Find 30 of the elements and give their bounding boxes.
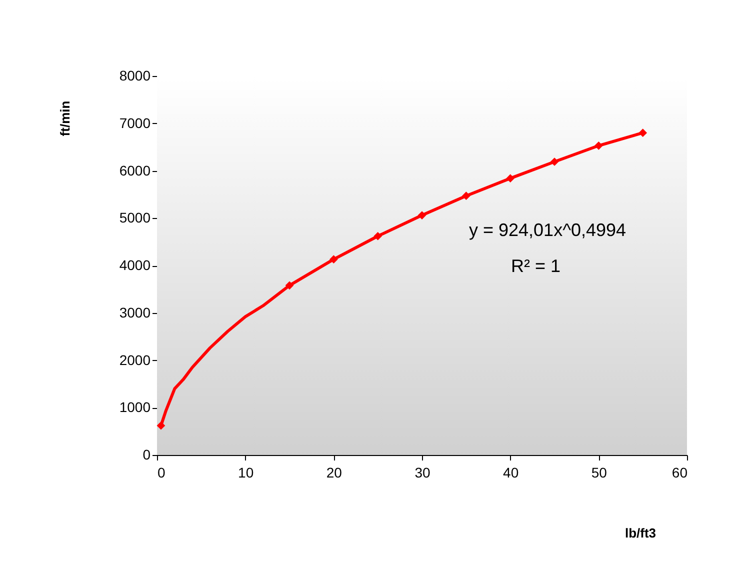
point — [638, 128, 648, 138]
x-tick-label: 50 — [591, 464, 608, 480]
x-axis-title: lb/ft3 — [624, 526, 656, 540]
y-tick-label: 0 — [142, 446, 151, 462]
point — [418, 211, 426, 220]
y-tick-label: 5000 — [119, 210, 151, 226]
point — [374, 232, 382, 240]
x-tick-label: 30 — [414, 464, 430, 480]
point — [462, 192, 470, 200]
y-tick-label: 4000 — [119, 257, 151, 273]
y-tick-label: 8000 — [119, 68, 151, 84]
x-tick-label: 60 — [672, 464, 688, 480]
point — [329, 255, 338, 264]
annotation: R² = 1 — [511, 256, 561, 276]
annotation: y = 924,01x^0,4994 — [469, 220, 626, 240]
point — [285, 281, 294, 290]
x-tick-label: 20 — [326, 464, 342, 480]
x-tick-label: 10 — [238, 464, 254, 480]
x-tick-label: 0 — [158, 464, 166, 480]
y-tick-label: 2000 — [119, 352, 151, 368]
point — [506, 174, 515, 183]
y-tick-label: 7000 — [119, 114, 151, 131]
y-axis-title: ft/min — [58, 100, 72, 136]
y-tick-label: 3000 — [119, 304, 151, 320]
point — [594, 141, 603, 150]
y-tick-label: 6000 — [119, 162, 151, 178]
point — [156, 421, 166, 430]
x-tick-label: 40 — [503, 464, 519, 480]
point — [550, 158, 559, 166]
y-tick-label: 1000 — [119, 399, 151, 416]
